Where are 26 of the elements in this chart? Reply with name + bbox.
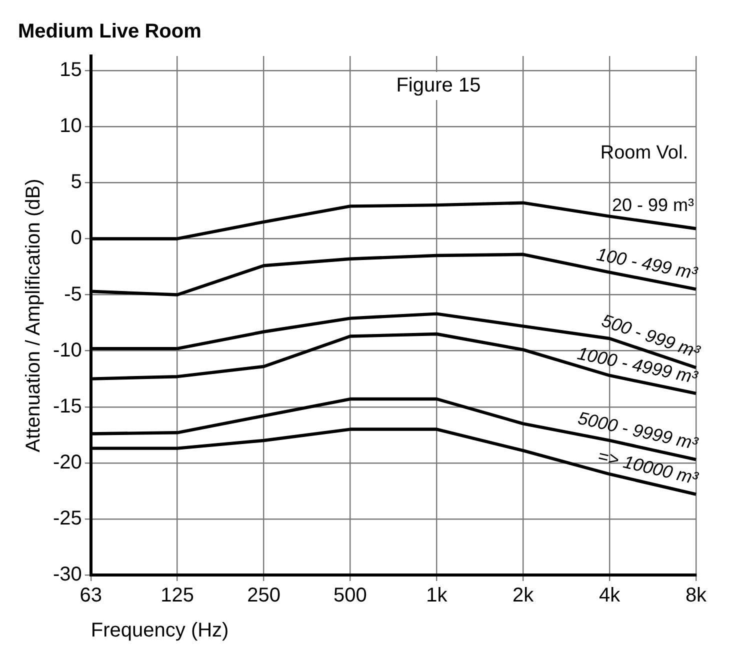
x-tick-label: 2k	[512, 584, 535, 607]
y-tick-label: -10	[53, 339, 82, 362]
text: 100 - 499 m³	[594, 244, 700, 284]
x-tick-label: 125	[160, 584, 194, 607]
y-tick-label: 5	[70, 171, 82, 194]
x-tick-label: 500	[334, 584, 367, 607]
x-tick-label: 8k	[685, 584, 708, 607]
series-label: 20 - 99 m³	[612, 195, 694, 216]
y-tick-label: -25	[53, 507, 82, 530]
chart-title: Medium Live Room	[18, 20, 202, 43]
y-axis-title: Attenuation / Amplification (dB)	[22, 178, 45, 452]
x-tick-label: 250	[247, 584, 280, 607]
x-tick-label: 1k	[426, 584, 448, 607]
text: 5000 - 9999 m³	[576, 408, 701, 454]
y-tick-label: -15	[53, 395, 82, 418]
y-tick-label: -30	[53, 564, 82, 586]
y-tick-label: -20	[53, 451, 82, 474]
x-axis-title: Frequency (Hz)	[90, 620, 229, 642]
y-tick-label: -5	[64, 283, 82, 306]
y-tick-label: 10	[60, 115, 82, 138]
x-tick-label: 63	[80, 584, 102, 607]
legend-title: Room Vol.	[600, 142, 688, 164]
annotation: Figure 15	[396, 74, 481, 97]
y-tick-label: 0	[70, 227, 82, 250]
x-tick-label: 4k	[598, 584, 622, 607]
y-tick-label: 15	[60, 59, 82, 82]
